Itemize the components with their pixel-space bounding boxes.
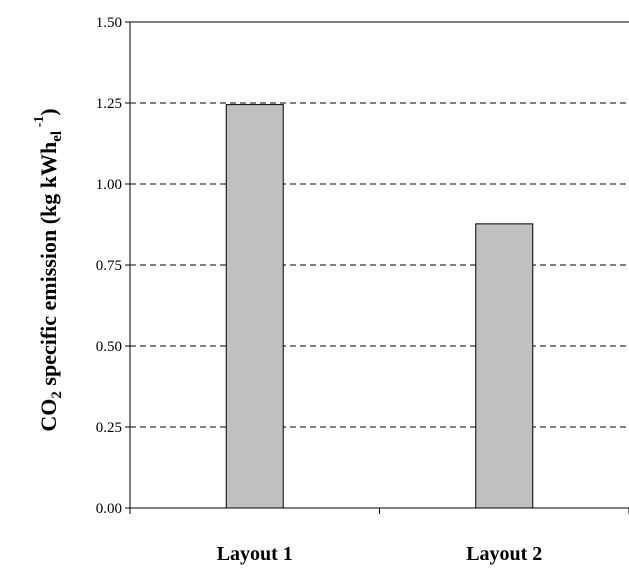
y-tick-label: 1.50 <box>96 15 122 31</box>
y-axis-title: CO2 specific emission (kg kWhel -1) <box>32 108 65 431</box>
gridlines <box>130 102 629 428</box>
bar-1 <box>225 104 284 509</box>
y-tick-labels: 0.00 0.25 0.50 0.75 1.00 1.25 1.50 <box>96 15 122 517</box>
y-tick-label: 0.25 <box>96 420 122 436</box>
axes <box>125 21 629 514</box>
bar-2 <box>475 223 534 509</box>
y-tick-label: 1.25 <box>96 96 122 112</box>
y-tick-label: 0.00 <box>96 501 122 517</box>
x-category-labels: Layout 1 Layout 2 <box>217 543 543 565</box>
x-category-label: Layout 2 <box>466 543 542 565</box>
y-tick-label: 1.00 <box>96 177 122 193</box>
bars <box>225 104 534 509</box>
x-category-label: Layout 1 <box>217 543 293 565</box>
y-tick-label: 0.75 <box>96 258 122 274</box>
y-tick-label: 0.50 <box>96 339 122 355</box>
